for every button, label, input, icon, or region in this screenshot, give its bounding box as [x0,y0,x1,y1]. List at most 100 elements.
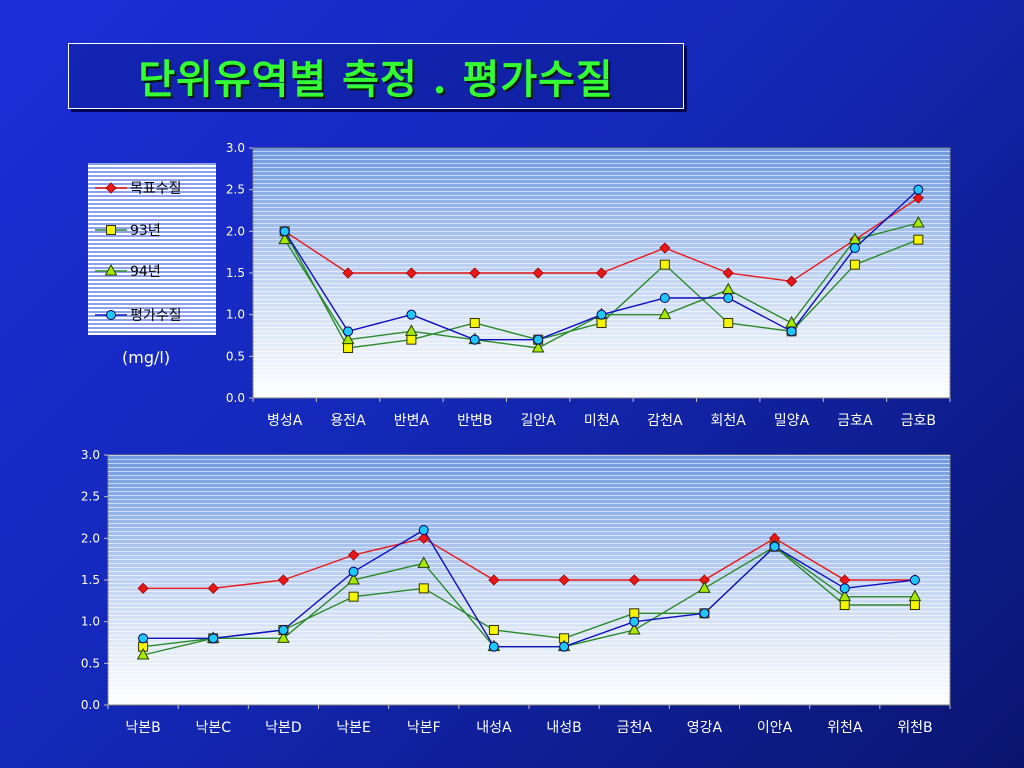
data-point-target [418,532,430,544]
data-point-target [912,192,924,204]
legend-item-y93: 93년 [94,221,161,239]
x-tick-label: 금천A [617,720,653,736]
data-point-y93 [909,600,920,610]
data-point-y93 [723,318,734,328]
data-point-eval [839,583,850,594]
legend-item-y94: 94년 [94,262,161,280]
data-point-y93 [418,583,429,594]
data-point-y94 [136,647,150,660]
data-point-eval [343,326,354,337]
data-point-eval [909,575,920,585]
data-point-target [628,574,640,586]
data-point-target [786,275,798,287]
data-point-eval [348,566,359,577]
data-point-eval [488,641,499,652]
y-tick-label: 1.5 [226,266,245,280]
x-tick-label: 낙본D [265,720,302,736]
data-point-eval [786,326,797,337]
legend-marker-eval [106,310,116,320]
data-point-eval [723,293,734,303]
x-tick-label: 반변B [457,413,492,429]
data-point-y94 [405,324,418,336]
unit-label: (mg/l) [122,348,171,367]
y-tick-label: 2.5 [81,490,100,504]
data-point-eval [849,243,860,253]
data-point-y93 [659,259,670,270]
data-point-y93 [839,600,850,610]
x-tick-label: 반변A [394,413,430,429]
x-tick-label: 감천A [647,413,683,429]
data-point-eval [138,633,149,644]
data-point-y94 [698,581,711,593]
legend-marker-target [105,182,117,194]
data-point-target [558,574,570,586]
data-point-y94 [911,215,925,228]
legend-swatch-y94 [95,263,127,276]
x-tick-label: 낙본C [195,720,231,736]
series-line-eval [143,529,915,648]
y-tick-label: 0.0 [226,391,245,405]
data-point-y94 [278,232,292,245]
data-point-y93 [629,608,640,619]
data-point-target [488,574,500,586]
x-tick-label: 위천A [827,720,863,736]
data-point-target [342,267,354,279]
data-point-eval [559,641,570,652]
data-point-eval [406,309,417,320]
legend-label: 93년 [130,223,161,239]
x-tick-label: 낙본B [125,720,160,736]
data-point-y94 [531,340,545,353]
y-tick-label: 0.0 [81,698,100,712]
data-point-eval [469,334,480,345]
y-tick-label: 2.5 [226,183,245,197]
legend-swatch-y93 [95,225,127,235]
data-point-target [469,267,481,279]
x-tick-label: 병성A [267,413,303,429]
data-point-y93 [913,234,924,245]
y-tick-label: 3.0 [226,141,245,155]
data-point-target [348,549,360,561]
legend-label: 94년 [130,264,161,280]
data-point-y93 [348,591,359,602]
series-line-target [143,537,915,590]
data-point-y94 [417,556,431,568]
data-point-y94 [347,572,360,585]
y-tick-label: 1.0 [226,308,245,322]
y-tick-label: 0.5 [81,656,100,670]
legend-swatch-target [95,182,127,194]
data-point-y94 [277,631,290,643]
legend-label: 목표수질 [130,181,182,197]
x-tick-label: 금호A [837,413,873,429]
data-point-target [722,267,734,279]
data-point-eval [208,633,219,644]
page-title: 단위유역별 측정 . 평가수질 [138,56,614,103]
x-tick-label: 밀양A [774,413,810,429]
x-tick-label: 회천A [711,413,747,429]
data-point-y94 [627,622,641,635]
data-point-eval [913,184,924,195]
legend-marker-y93 [106,225,116,235]
chart-1: 0.0 0.5 1.0 1.5 2.0 2.5 3.0 병성A 용전A 반변A 반변B 길안A 미천A 감… [226,141,951,429]
data-point-y93 [343,343,354,353]
y-tick-label: 3.0 [81,448,100,462]
data-point-target [207,582,219,594]
data-point-y94 [658,307,672,320]
data-point-eval [278,625,289,635]
x-tick-label: 금호B [901,413,936,429]
x-tick-label: 위천B [897,720,932,736]
data-point-target [137,582,149,594]
data-point-target [532,267,544,279]
data-point-target [659,242,671,254]
x-tick-label: 낙본E [336,720,371,736]
legend-label: 평가수질 [130,308,182,324]
legend-item-eval: 평가수질 [94,306,182,324]
x-tick-label: 낙본F [407,720,441,736]
data-point-y93 [469,318,480,328]
x-tick-label: 용전A [330,413,366,429]
data-point-y93 [596,318,607,328]
legend-item-target: 목표수질 [94,179,182,197]
x-tick-label: 길안A [520,413,556,429]
data-point-eval [659,293,670,303]
